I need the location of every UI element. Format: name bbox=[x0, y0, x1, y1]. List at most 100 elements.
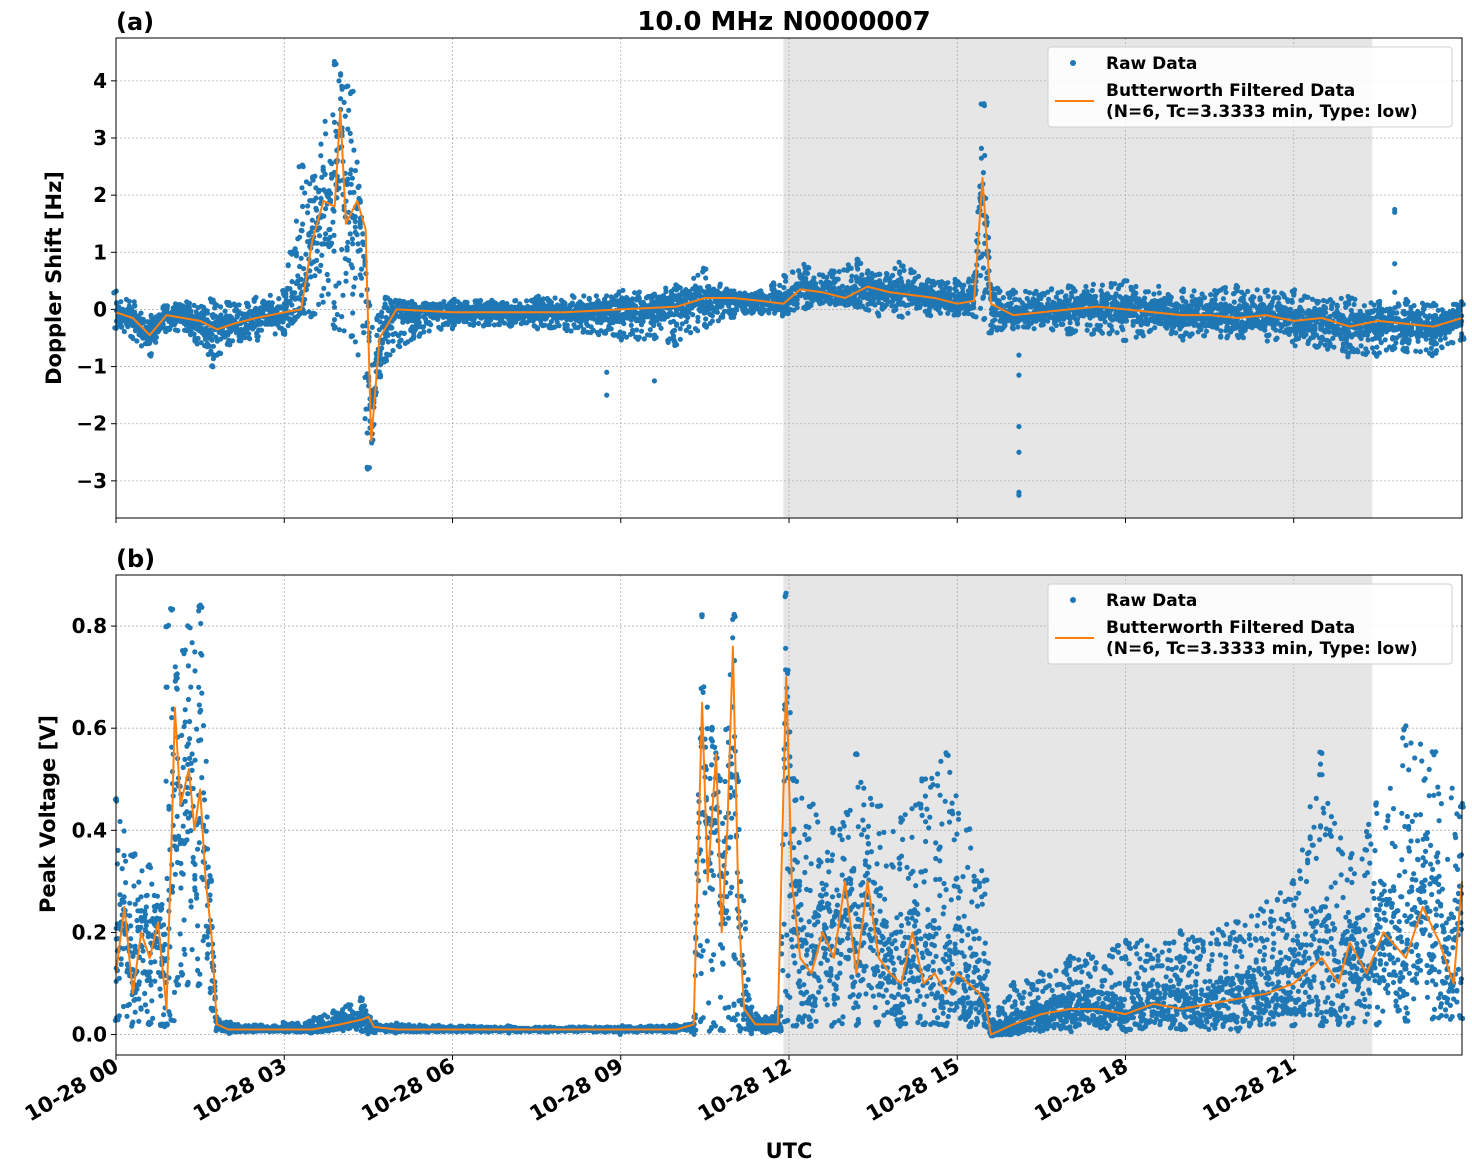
raw-data-point bbox=[377, 362, 384, 368]
raw-data-point bbox=[210, 356, 216, 362]
raw-data-point bbox=[292, 290, 298, 296]
raw-data-point bbox=[316, 225, 323, 231]
raw-data-point bbox=[118, 299, 124, 305]
raw-data-point bbox=[794, 297, 800, 303]
y-tick-label: −3 bbox=[76, 469, 107, 493]
raw-data-point bbox=[210, 343, 216, 349]
raw-data-point bbox=[421, 329, 427, 335]
raw-data-point bbox=[293, 253, 299, 259]
raw-data-point bbox=[344, 247, 350, 253]
raw-data-point bbox=[848, 278, 854, 284]
raw-data-point bbox=[325, 277, 331, 283]
raw-data-point bbox=[352, 168, 358, 174]
raw-data-point bbox=[1145, 289, 1151, 295]
raw-data-point bbox=[138, 310, 144, 316]
raw-data-point bbox=[321, 285, 327, 291]
raw-data-point bbox=[153, 334, 159, 340]
raw-data-point bbox=[1222, 285, 1228, 291]
raw-data-point bbox=[343, 270, 349, 276]
raw-data-point bbox=[132, 309, 138, 315]
raw-data-point bbox=[341, 99, 347, 105]
raw-data-point bbox=[345, 239, 351, 245]
raw-data-point bbox=[1102, 319, 1108, 325]
raw-data-point bbox=[319, 252, 325, 258]
raw-data-point bbox=[362, 416, 368, 422]
raw-data-point bbox=[329, 240, 335, 246]
raw-data-point bbox=[1002, 322, 1008, 329]
raw-data-point bbox=[1265, 293, 1271, 299]
raw-data-point bbox=[1072, 288, 1078, 294]
raw-data-point bbox=[364, 430, 370, 436]
raw-data-point bbox=[206, 343, 212, 349]
raw-data-point bbox=[621, 321, 627, 327]
raw-data-point bbox=[1114, 330, 1120, 336]
raw-data-point bbox=[349, 265, 355, 271]
raw-data-point bbox=[568, 328, 574, 334]
raw-data-point bbox=[347, 130, 353, 136]
raw-data-point bbox=[354, 232, 360, 238]
raw-data-point bbox=[339, 86, 345, 92]
raw-data-point bbox=[401, 330, 407, 336]
raw-data-point bbox=[1090, 281, 1096, 287]
raw-data-point bbox=[464, 299, 470, 305]
raw-data-point bbox=[859, 272, 865, 278]
raw-data-point bbox=[327, 226, 333, 232]
raw-data-point bbox=[321, 213, 327, 219]
raw-data-point bbox=[334, 311, 340, 318]
raw-data-point bbox=[387, 352, 393, 358]
raw-data-point bbox=[674, 321, 680, 327]
raw-data-point bbox=[316, 301, 322, 307]
raw-data-point bbox=[686, 324, 692, 330]
raw-data-point bbox=[905, 279, 912, 285]
raw-data-point bbox=[982, 152, 988, 159]
raw-data-point bbox=[305, 203, 311, 209]
raw-data-point bbox=[357, 224, 363, 230]
raw-data-point bbox=[1099, 282, 1105, 288]
raw-data-point bbox=[998, 302, 1005, 308]
raw-data-point bbox=[1074, 321, 1081, 327]
raw-data-point bbox=[369, 324, 375, 330]
raw-data-point bbox=[229, 338, 236, 344]
raw-data-point bbox=[695, 314, 701, 320]
raw-data-point bbox=[416, 319, 422, 325]
raw-data-point bbox=[351, 189, 357, 195]
raw-data-point bbox=[329, 161, 335, 167]
raw-data-point bbox=[1015, 324, 1021, 330]
raw-data-point bbox=[305, 210, 311, 216]
raw-data-point bbox=[138, 343, 145, 349]
raw-data-point bbox=[195, 335, 201, 341]
y-tick-label: −1 bbox=[76, 355, 107, 379]
raw-data-point bbox=[1120, 327, 1126, 333]
raw-data-point bbox=[804, 270, 811, 276]
y-tick-label: −2 bbox=[76, 412, 107, 436]
raw-data-point bbox=[1289, 299, 1295, 305]
raw-data-point bbox=[339, 246, 345, 253]
raw-data-point bbox=[358, 292, 365, 298]
raw-data-point bbox=[121, 328, 127, 335]
raw-data-point bbox=[253, 305, 259, 311]
raw-data-point bbox=[336, 185, 342, 191]
raw-data-point bbox=[855, 266, 861, 272]
raw-data-point bbox=[352, 339, 358, 345]
raw-data-point bbox=[331, 208, 337, 214]
raw-data-point bbox=[298, 255, 304, 261]
raw-data-point bbox=[238, 338, 244, 344]
raw-data-point bbox=[1083, 283, 1089, 290]
raw-data-point bbox=[351, 284, 357, 290]
raw-data-point bbox=[218, 304, 224, 310]
raw-data-point bbox=[1303, 331, 1309, 338]
raw-data-point bbox=[295, 273, 301, 279]
raw-data-point bbox=[1087, 322, 1093, 328]
raw-data-point bbox=[218, 336, 224, 342]
raw-data-point bbox=[358, 266, 365, 272]
raw-data-point bbox=[318, 262, 324, 268]
raw-data-point bbox=[1031, 326, 1037, 332]
raw-data-point bbox=[318, 153, 324, 159]
raw-data-point bbox=[246, 303, 252, 309]
raw-data-point bbox=[428, 322, 434, 328]
raw-data-point bbox=[1089, 287, 1095, 294]
raw-data-point bbox=[1191, 288, 1197, 294]
raw-data-point bbox=[361, 330, 367, 336]
raw-data-point bbox=[204, 310, 210, 316]
raw-data-point bbox=[709, 318, 716, 324]
